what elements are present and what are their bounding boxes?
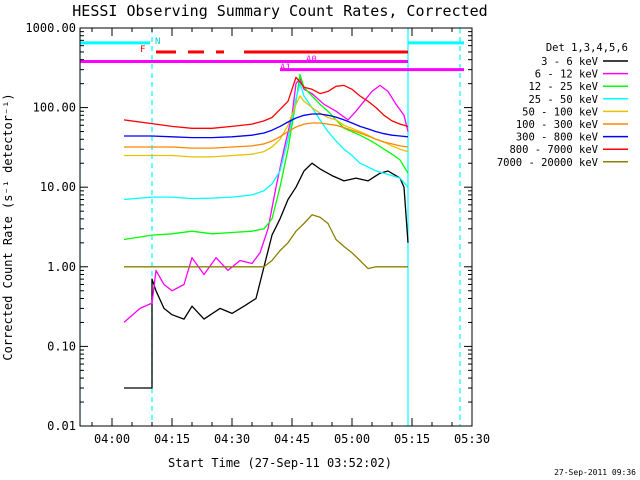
legend-label-6: 300 - 800 keV: [516, 132, 599, 144]
y-axis-label: Corrected Count Rate (s⁻¹ detector⁻¹): [1, 93, 15, 360]
timestamp: 27-Sep-2011 09:36: [554, 468, 636, 477]
series-line-0: [124, 162, 409, 389]
state-label-n: N: [155, 37, 160, 47]
plot-frame: [79, 27, 473, 427]
x-axis-label: Start Time (27-Sep-11 03:52:02): [168, 456, 392, 470]
legend-label-1: 6 - 12 keV: [535, 69, 599, 81]
legend-label-3: 25 - 50 keV: [528, 94, 598, 106]
series-line-6: [124, 113, 409, 139]
series-line-3: [123, 82, 409, 201]
legend-label-5: 100 - 300 keV: [516, 119, 599, 131]
legend-label-8: 7000 - 20000 keV: [497, 157, 599, 169]
x-tick-label-4: 05:00: [334, 432, 370, 446]
x-tick-label-6: 05:30: [454, 432, 490, 446]
state-label-a0: A0: [306, 55, 317, 65]
series-line-1: [123, 78, 409, 323]
legend-label-2: 12 - 25 keV: [528, 81, 598, 93]
y-tick-label-4: 0.10: [47, 339, 76, 353]
legend-title: Det 1,3,4,5,6: [546, 42, 628, 54]
series-line-7: [123, 76, 409, 129]
y-tick-label-1: 100.00: [33, 101, 76, 115]
series-line-5: [124, 122, 409, 149]
y-tick-label-2: 10.00: [40, 180, 76, 194]
legend-label-4: 50 - 100 keV: [522, 106, 599, 118]
x-tick-label-2: 04:30: [214, 432, 250, 446]
state-label-f: F: [140, 45, 145, 55]
state-label-a1: A1: [280, 63, 291, 73]
chart-title: HESSI Observing Summary Count Rates, Cor…: [72, 2, 487, 20]
x-tick-label-0: 04:00: [94, 432, 130, 446]
legend-label-7: 800 - 7000 keV: [509, 144, 598, 156]
y-tick-label-3: 1.00: [47, 260, 76, 274]
y-tick-label-5: 0.01: [47, 419, 76, 433]
x-tick-label-3: 04:45: [274, 432, 310, 446]
y-tick-label-0: 1000.00: [25, 21, 76, 35]
legend-label-0: 3 - 6 keV: [541, 56, 599, 68]
x-tick-label-1: 04:15: [154, 432, 190, 446]
series-line-8: [124, 214, 408, 270]
x-tick-label-5: 05:15: [394, 432, 430, 446]
